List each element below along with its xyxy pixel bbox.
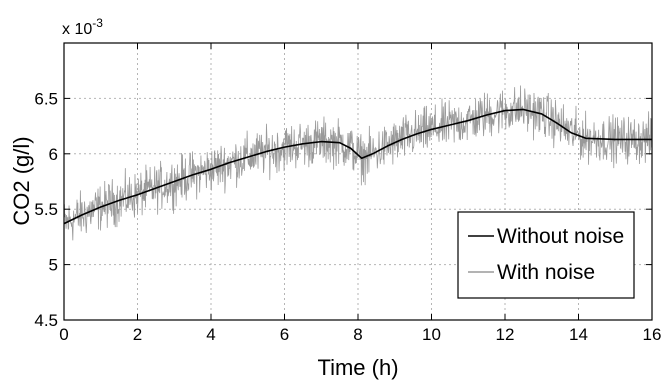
x-tick-label: 0 xyxy=(59,325,68,344)
y-tick-label: 5.5 xyxy=(34,200,58,219)
y-multiplier-label: x 10-3 xyxy=(62,16,103,38)
y-multiplier-base: x 10 xyxy=(62,21,92,38)
series-layer xyxy=(63,85,653,241)
x-tick-label: 10 xyxy=(422,325,441,344)
x-tick-label: 2 xyxy=(133,325,142,344)
ticks xyxy=(63,43,653,321)
legend-label-with-noise: With noise xyxy=(497,261,595,284)
legend: Without noise With noise xyxy=(457,211,635,299)
x-tick-label: 16 xyxy=(643,325,661,344)
legend-box xyxy=(457,211,635,299)
x-tick-label: 14 xyxy=(569,325,588,344)
y-axis-label: CO2 (g/l) xyxy=(9,136,34,225)
x-tick-label: 4 xyxy=(206,325,215,344)
y-multiplier-exponent: -3 xyxy=(92,16,103,30)
y-tick-label: 4.5 xyxy=(34,311,58,330)
legend-label-without-noise: Without noise xyxy=(497,225,624,248)
tick-labels: 0 2 4 6 8 10 12 14 16 4.5 5 5.5 6 6.5 xyxy=(34,89,661,344)
y-tick-label: 5 xyxy=(49,256,58,275)
x-axis-label: Time (h) xyxy=(317,355,398,380)
x-tick-label: 12 xyxy=(496,325,515,344)
x-tick-label: 6 xyxy=(280,325,289,344)
x-tick-label: 8 xyxy=(353,325,362,344)
series-without-noise-line xyxy=(63,108,652,225)
series-with-noise-line xyxy=(63,85,653,241)
y-tick-label: 6 xyxy=(49,145,58,164)
y-tick-label: 6.5 xyxy=(34,89,58,108)
